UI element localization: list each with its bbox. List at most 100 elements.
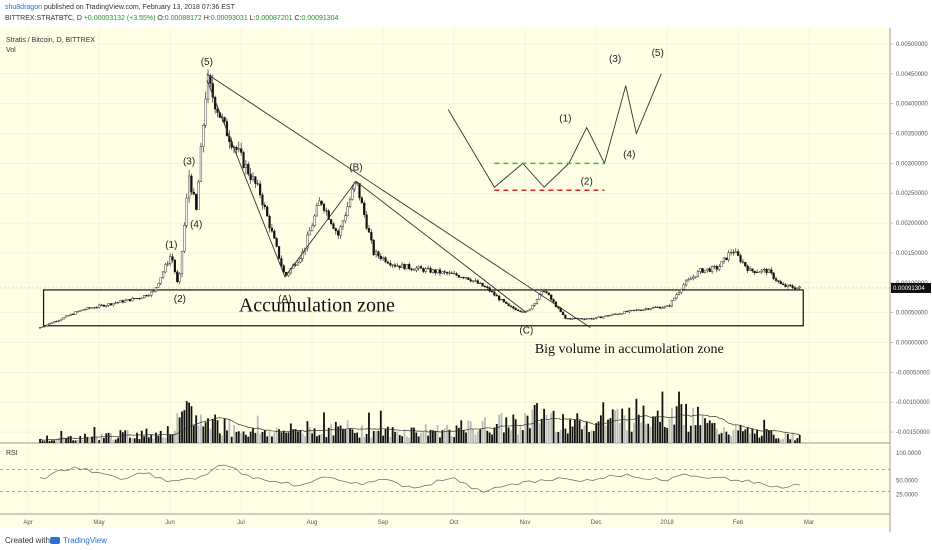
candle-body [93,307,96,309]
volume-bar [689,425,692,443]
candle-body [372,239,375,255]
candle-body [138,298,141,300]
volume-bar [266,436,269,443]
volume-bar [469,421,472,443]
volume-bar [297,431,299,443]
candle-body [694,276,697,278]
candle-body [521,311,524,313]
volume-bar [259,433,261,443]
candle-body [616,313,619,315]
volume-bar [715,428,718,443]
volume-bar [155,432,157,443]
candle-body [564,314,567,319]
candle-body [462,277,465,279]
y-tick-label: 0.00000000 [896,340,928,346]
candle-body [561,311,565,316]
volume-bar [706,422,709,443]
candle-body [382,257,385,260]
volume-bar [581,429,583,443]
volume-bar [751,428,754,443]
volume-bar [389,436,392,443]
volume-bar [649,426,652,443]
volume-bar [413,427,415,443]
volume-bar [233,425,235,443]
volume-bar [583,425,586,443]
volume-bar [493,427,496,443]
y-tick-label: 0.00250000 [896,191,928,197]
volume-bar [145,428,148,443]
projection-label: (3) [609,54,621,65]
candle-body [322,203,326,211]
volume-bar [174,430,176,443]
candle-body [351,188,354,200]
wave-label: (C) [519,326,533,337]
volume-bar [150,434,153,443]
candle-body [204,98,207,126]
volume-bar [351,429,354,443]
author-link[interactable]: shu8dragon [5,4,42,11]
candle-body [192,191,195,195]
candle-body [150,291,153,296]
open-value: 0.00088172 [164,15,202,22]
volume-bar [183,410,186,443]
candle-body [280,258,283,266]
candle-body [744,262,747,267]
candle-body [751,268,754,272]
volume-bar [529,428,531,443]
candle-body [263,204,266,208]
volume-bar [365,433,368,443]
volume-bar [569,419,572,443]
volume-bar [420,433,422,443]
candle-body [157,283,160,288]
volume-bar [742,431,744,443]
volume-bar [72,440,75,443]
candle-body [133,297,136,299]
volume-bar [730,435,732,443]
volume-bar [507,427,510,443]
volume-bar [533,405,536,443]
volume-bar [43,441,46,443]
volume-bar [60,430,63,443]
candle-body [692,276,695,279]
volume-bar [408,437,411,443]
projection-labels: (1) (2) (3) (4) (5) [559,48,664,187]
candle-body [187,175,191,199]
high-value: 0.00093031 [210,15,248,22]
volume-bar [323,412,325,443]
volume-bar [39,439,41,443]
candle-body [135,298,139,300]
volume-bar [443,428,446,443]
volume-bar [732,429,735,443]
candle-body [767,269,771,274]
candle-body [339,226,342,236]
volume-bar [74,440,77,443]
candle-body [169,256,172,264]
x-tick-label: Nov [520,520,531,526]
price-chart[interactable]: (1) (2) (3) (4) (5) (A) (B) (C) (1) (2) (3) (4) (5)… [0,28,932,532]
volume-bar [543,408,545,443]
volume-bar [758,437,761,443]
candle-body [377,251,380,257]
candle-body [384,257,387,263]
candle-body [405,264,408,270]
candle-body [602,316,605,319]
volume-bar [488,432,491,443]
volume-bar [311,433,314,443]
volume-bar [739,424,742,443]
volume-bar [88,438,91,443]
volume-bar [306,421,309,443]
volume-bar [659,421,661,443]
volume-bar [110,433,112,443]
volume-bar [427,435,430,443]
volume-bar [242,431,245,443]
tradingview-brand-link[interactable]: TradingView [63,536,108,545]
candle-body [772,272,775,279]
volume-bar [417,436,420,443]
candle-body [464,277,468,279]
volume-bar [687,431,690,443]
volume-bar [79,435,82,443]
candle-body [398,265,401,268]
candle-body [789,284,792,287]
candle-body [590,318,593,320]
candle-body [282,265,285,273]
